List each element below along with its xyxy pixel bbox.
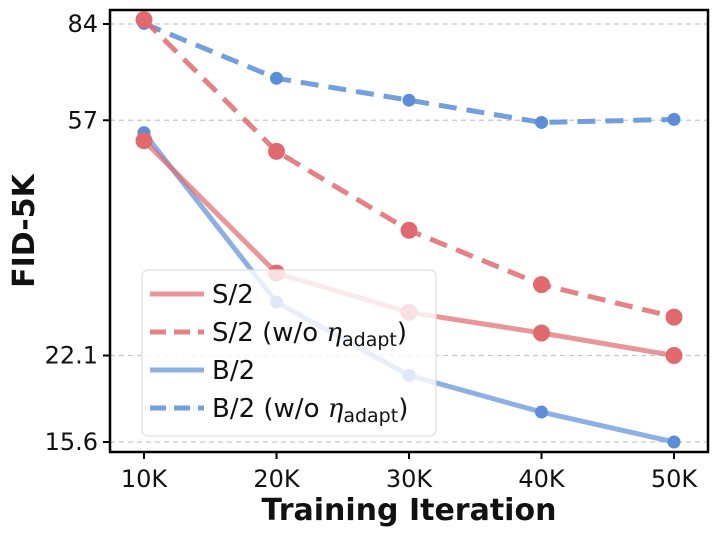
y-tick-label: 22.1	[45, 342, 98, 370]
y-tick-label: 84	[67, 10, 98, 38]
x-tick-label: 10K	[121, 465, 169, 493]
y-tick-label: 57	[67, 106, 98, 134]
x-tick-label: 40K	[518, 465, 566, 493]
data-point	[535, 115, 548, 129]
data-point	[667, 435, 681, 449]
legend-label: B/2	[212, 356, 255, 386]
x-tick-label: 50K	[651, 465, 699, 493]
series-1	[135, 11, 683, 326]
data-point	[533, 324, 550, 342]
x-tick-label: 30K	[386, 465, 434, 493]
y-tick-label: 15.6	[45, 428, 98, 456]
data-point	[268, 142, 285, 160]
x-axis-title: Training Iteration	[262, 493, 557, 528]
data-point	[535, 405, 548, 419]
legend-box	[141, 269, 437, 437]
ticks: 15.6 22.1 57 84 10K 20K 30K 40K 50K	[45, 10, 699, 493]
legend-label: S/2 (w/o ηadapt)	[212, 318, 407, 351]
legend-label: B/2 (w/o ηadapt)	[212, 394, 408, 427]
data-point	[665, 347, 683, 365]
data-point	[402, 93, 416, 107]
x-tick-label: 20K	[253, 465, 301, 493]
y-axis-title: FID-5K	[7, 172, 42, 287]
legend: S/2 S/2 (w/o ηadapt) B/2 B/2 (w/o ηadapt)	[141, 269, 437, 437]
series-3	[137, 16, 681, 129]
series-line	[143, 21, 675, 125]
data-point	[400, 221, 418, 239]
data-point	[533, 276, 550, 294]
data-point	[667, 112, 681, 126]
data-point	[665, 308, 683, 326]
data-point	[135, 11, 153, 29]
legend-label: S/2	[212, 280, 254, 310]
data-point	[135, 132, 153, 150]
data-point	[270, 71, 283, 85]
